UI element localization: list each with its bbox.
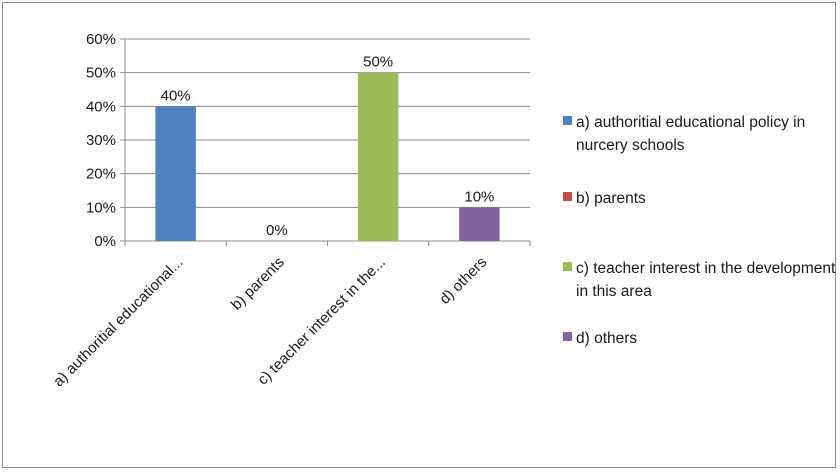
y-tick-label-60: 60% — [86, 31, 116, 48]
bar-3 — [459, 207, 500, 241]
legend-label-c: c) teacher interest in the development i… — [576, 260, 836, 300]
legend-label-a: a) authoritial educational policy in nur… — [576, 114, 806, 154]
bar-2 — [357, 72, 399, 242]
category-label-0: a) authoritial educational... — [50, 254, 186, 390]
category-label-1: b) parents — [228, 254, 288, 314]
data-label-0: 40% — [161, 87, 191, 104]
bar-0 — [155, 106, 196, 241]
legend-swatch-b — [563, 192, 572, 201]
legend-swatch-d — [563, 332, 572, 341]
y-tick-label-50: 50% — [86, 65, 116, 82]
legend-label-b: b) parents — [576, 190, 646, 207]
y-tick-label-40: 40% — [86, 98, 116, 115]
data-label-1: 0% — [266, 222, 288, 239]
y-tick-label-0: 0% — [94, 233, 116, 250]
category-label-3: d) others — [436, 254, 490, 308]
legend-label-d: d) others — [576, 330, 638, 347]
y-tick-label-10: 10% — [86, 199, 116, 216]
y-tick-label-20: 20% — [86, 166, 116, 183]
legend-item-d: d) others — [563, 327, 838, 350]
legend-item-a: a) authoritial educational policy in nur… — [563, 111, 838, 157]
bar-chart: 0% 10% 20% 30% 40% 50% 60% 40% a) authoritial ed… — [50, 31, 531, 390]
data-label-2: 50% — [363, 54, 393, 71]
data-label-3: 10% — [464, 188, 494, 205]
legend-swatch-c — [563, 262, 572, 271]
legend-item-b: b) parents — [563, 187, 838, 210]
y-tick-label-30: 30% — [86, 132, 116, 149]
legend-item-c: c) teacher interest in the development i… — [563, 257, 838, 303]
legend-swatch-a — [563, 116, 572, 125]
